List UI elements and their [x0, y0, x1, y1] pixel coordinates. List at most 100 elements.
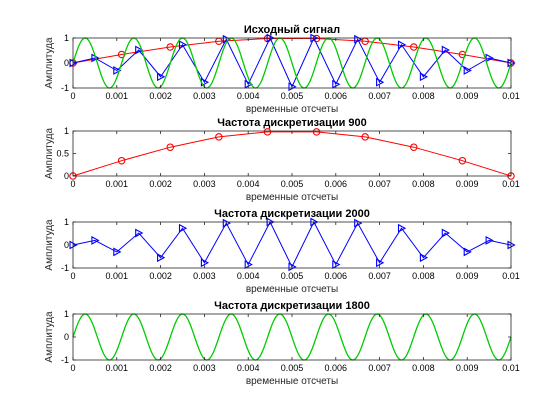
y-axis-label: Амплитуда: [44, 127, 55, 179]
y-tick-label: 1: [64, 217, 69, 227]
x-tick-label: 0.01: [502, 271, 520, 281]
data-point: [178, 223, 188, 233]
subplot-3: 0 0.001 0.002 0.003 0.004 0.005 0.006 0.007 0.00…: [44, 208, 520, 295]
data-point: [397, 40, 407, 50]
x-tick-label: 0.001: [106, 363, 129, 373]
data-point: [463, 247, 472, 257]
x-tick-label: 0.002: [149, 363, 172, 373]
x-tick-label: 0.006: [325, 363, 348, 373]
subplot-title: Частота дискретизации 1800: [214, 300, 370, 312]
x-tick-label: 0.005: [281, 363, 304, 373]
data-point: [458, 156, 467, 165]
x-tick-label: 0.007: [368, 271, 391, 281]
plot-area: [73, 131, 511, 176]
x-tick-label: 0.001: [106, 179, 129, 189]
x-tick-label: 0.008: [412, 363, 435, 373]
y-axis-label: Амплитуда: [44, 311, 55, 363]
plot-area: [73, 222, 511, 268]
x-tick-label: 0.008: [412, 271, 435, 281]
x-tick-label: 0.009: [456, 179, 479, 189]
x-tick-label: 0.003: [193, 271, 216, 281]
x-tick-label: 0.002: [149, 91, 172, 101]
data-point: [463, 66, 472, 75]
x-tick-label: 0.005: [281, 271, 304, 281]
subplot-2: 0 0.001 0.002 0.003 0.004 0.005 0.006 0.007 0.00…: [44, 117, 520, 203]
data-point: [419, 253, 429, 263]
x-tick-label: 0.009: [456, 271, 479, 281]
x-tick-label: 0.01: [502, 179, 520, 189]
series-group: [72, 313, 512, 361]
data-point: [485, 235, 494, 245]
y-tick-label: 0: [64, 171, 69, 181]
x-tick-label: 0: [70, 179, 75, 189]
x-tick-label: 0: [70, 271, 75, 281]
x-tick-label: 0.005: [281, 179, 304, 189]
x-tick-label: 0.004: [237, 363, 260, 373]
data-point: [361, 133, 369, 141]
subplot-4: 0 0.001 0.002 0.003 0.004 0.005 0.006 0.007 0.00…: [44, 300, 520, 387]
data-point: [410, 43, 418, 51]
x-tick-label: 0: [70, 363, 75, 373]
data-point: [135, 45, 144, 55]
y-tick-label: -1: [61, 355, 69, 365]
x-tick-label: 0.009: [456, 363, 479, 373]
data-point: [222, 34, 231, 44]
x-tick-label: 0: [70, 91, 75, 101]
data-point: [222, 218, 231, 228]
subplot-title: Частота дискретизации 900: [217, 117, 367, 129]
data-point: [354, 218, 363, 228]
x-tick-label: 0.003: [193, 363, 216, 373]
x-axis-label: временные отсчеты: [246, 104, 338, 115]
x-tick-label: 0.01: [502, 91, 520, 101]
x-tick-label: 0.008: [412, 91, 435, 101]
data-point: [485, 53, 494, 63]
x-tick-label: 0.009: [456, 91, 479, 101]
subplot-title: Частота дискретизации 2000: [214, 208, 370, 220]
data-point: [376, 258, 385, 268]
data-point: [200, 258, 210, 268]
x-axis-label: временные отсчеты: [246, 192, 338, 203]
data-point: [157, 72, 166, 82]
x-tick-label: 0.007: [368, 91, 391, 101]
data-point: [113, 66, 122, 75]
data-point: [178, 40, 188, 50]
data-point: [263, 128, 272, 136]
data-point: [166, 143, 174, 151]
data-point: [117, 156, 126, 165]
x-axis-label: временные отсчеты: [246, 376, 338, 387]
data-point: [166, 43, 174, 51]
data-point: [135, 228, 144, 238]
y-axis-label: Амплитуда: [44, 37, 55, 89]
data-point: [376, 77, 385, 87]
x-axis-label: временные отсчеты: [246, 284, 338, 295]
y-tick-label: 0: [64, 240, 69, 250]
x-tick-label: 0.004: [237, 179, 260, 189]
x-tick-label: 0.002: [149, 271, 172, 281]
x-tick-label: 0.01: [502, 363, 520, 373]
series-line-0: [72, 313, 512, 361]
x-tick-label: 0.001: [106, 91, 129, 101]
data-point: [397, 223, 407, 233]
data-point: [113, 247, 122, 257]
x-tick-label: 0.007: [368, 179, 391, 189]
data-point: [312, 128, 321, 136]
data-point: [215, 133, 223, 141]
x-tick-label: 0.006: [325, 271, 348, 281]
x-tick-label: 0.001: [106, 271, 129, 281]
x-tick-label: 0.003: [193, 179, 216, 189]
data-point: [441, 45, 450, 55]
x-tick-label: 0.005: [281, 91, 304, 101]
y-tick-label: 1: [64, 33, 69, 43]
data-point: [354, 34, 363, 44]
subplot-1: 0 0.001 0.002 0.003 0.004 0.005 0.006 0.007 0.00…: [44, 24, 520, 115]
y-tick-label: 1: [64, 126, 69, 136]
y-axis-label: Амплитуда: [44, 219, 55, 271]
y-tick-label: -1: [61, 83, 69, 93]
x-tick-label: 0.004: [237, 91, 260, 101]
x-tick-label: 0.004: [237, 271, 260, 281]
y-tick-label: 1: [64, 309, 69, 319]
x-tick-label: 0.008: [412, 179, 435, 189]
x-tick-label: 0.007: [368, 363, 391, 373]
x-tick-label: 0.006: [325, 91, 348, 101]
